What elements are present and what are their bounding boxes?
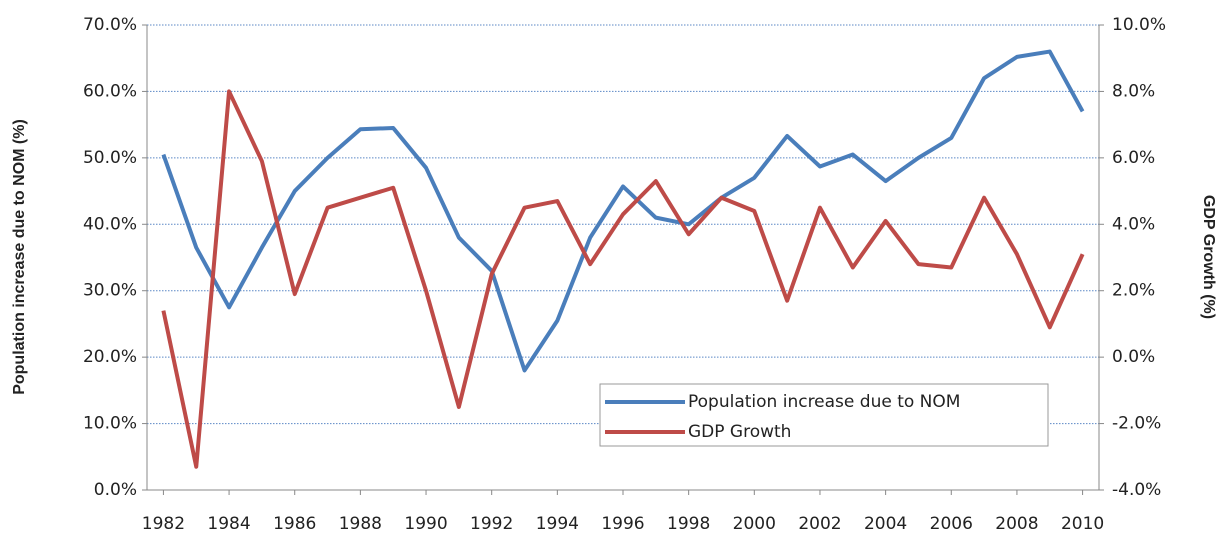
x-tick-label: 1988 bbox=[339, 514, 382, 534]
y-tick-label: 20.0% bbox=[83, 347, 137, 367]
y2-tick-label: -4.0% bbox=[1112, 480, 1161, 500]
y2-tick-label: 10.0% bbox=[1112, 15, 1166, 35]
y2-tick-label: -2.0% bbox=[1112, 414, 1161, 434]
x-tick-label: 1992 bbox=[470, 514, 513, 534]
y2-tick-label: 2.0% bbox=[1112, 281, 1155, 301]
x-tick-label: 1994 bbox=[536, 514, 579, 534]
legend-label: Population increase due to NOM bbox=[688, 392, 960, 412]
y-axis-title: Population increase due to NOM (%) bbox=[11, 119, 28, 395]
y-tick-label: 70.0% bbox=[83, 15, 137, 35]
x-tick-label: 1986 bbox=[273, 514, 316, 534]
x-tick-label: 1982 bbox=[142, 514, 185, 534]
y2-tick-label: 4.0% bbox=[1112, 214, 1155, 234]
series-line bbox=[161, 49, 1085, 373]
legend-label: GDP Growth bbox=[688, 422, 791, 442]
y-tick-label: 60.0% bbox=[83, 81, 137, 101]
x-tick-label: 1996 bbox=[601, 514, 644, 534]
x-tick-label: 2004 bbox=[864, 514, 907, 534]
y-tick-label: 40.0% bbox=[83, 214, 137, 234]
y-tick-label: 50.0% bbox=[83, 148, 137, 168]
y2-tick-label: 6.0% bbox=[1112, 148, 1155, 168]
y-tick-label: 0.0% bbox=[94, 480, 137, 500]
y-tick-label: 10.0% bbox=[83, 414, 137, 434]
x-tick-label: 2002 bbox=[798, 514, 841, 534]
y2-axis-title: GDP Growth (%) bbox=[1200, 195, 1217, 319]
legend-box bbox=[599, 383, 1049, 447]
y2-tick-label: 8.0% bbox=[1112, 81, 1155, 101]
x-tick-label: 2008 bbox=[995, 514, 1038, 534]
x-tick-label: 2010 bbox=[1061, 514, 1104, 534]
x-tick-label: 1990 bbox=[404, 514, 447, 534]
x-tick-label: 2006 bbox=[930, 514, 973, 534]
x-tick-label: 1984 bbox=[207, 514, 250, 534]
y2-tick-label: 0.0% bbox=[1112, 347, 1155, 367]
series-line bbox=[161, 89, 1085, 469]
x-tick-label: 1998 bbox=[667, 514, 710, 534]
y-tick-label: 30.0% bbox=[83, 281, 137, 301]
x-tick-label: 2000 bbox=[733, 514, 776, 534]
